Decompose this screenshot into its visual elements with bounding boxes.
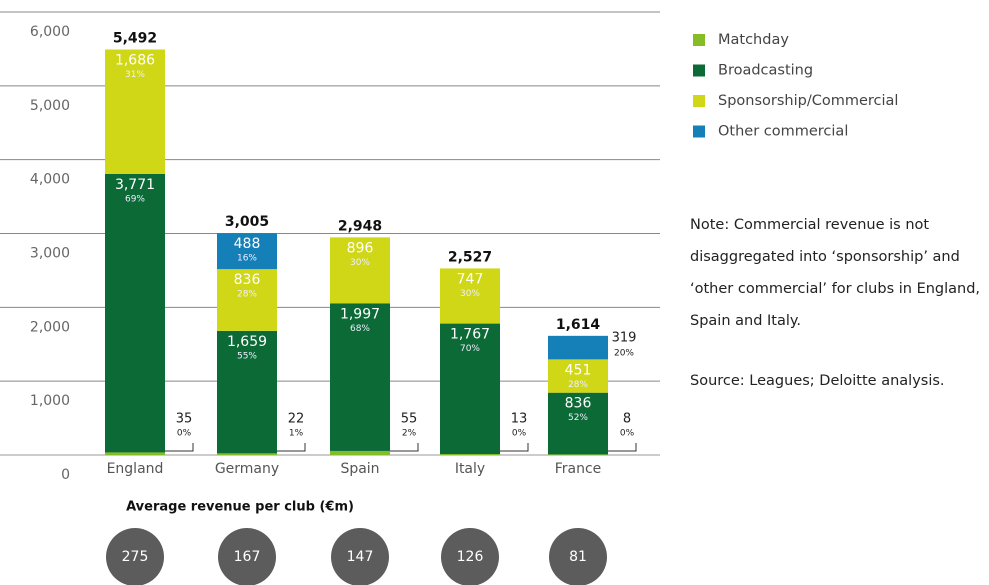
share-label: 0% — [512, 429, 527, 439]
share-label: 69% — [125, 194, 145, 204]
share-label: 1% — [289, 429, 304, 439]
average-circle — [218, 528, 276, 585]
average-circle — [331, 528, 389, 585]
legend-swatch — [693, 64, 705, 77]
value-label: 3,771 — [115, 177, 155, 193]
value-label: 1,686 — [115, 53, 155, 69]
bar-segment — [217, 330, 277, 454]
x-tick-label: Italy — [455, 461, 485, 477]
value-label: 747 — [457, 271, 484, 287]
y-tick-label: 0 — [61, 467, 70, 483]
bar-segment — [330, 303, 390, 451]
leader-line — [500, 443, 529, 452]
bar-segment — [548, 454, 608, 455]
total-label: 2,948 — [338, 218, 382, 234]
average-circle — [441, 528, 499, 585]
value-label: 35 — [176, 412, 193, 427]
total-label: 2,527 — [448, 249, 492, 265]
source: Source: Leagues; Deloitte analysis. — [690, 373, 945, 389]
x-tick-label: England — [107, 461, 164, 477]
bar-segment — [440, 323, 500, 455]
share-label: 16% — [237, 254, 257, 264]
total-label: 1,614 — [556, 317, 601, 333]
share-label: 0% — [177, 429, 192, 439]
x-tick-label: Spain — [340, 461, 379, 477]
value-label: 8 — [623, 412, 631, 427]
leader-line — [277, 443, 306, 452]
legend-label: Other commercial — [718, 124, 848, 140]
legend-label: Broadcasting — [718, 63, 813, 79]
bar-segment — [440, 268, 500, 324]
legend-swatch — [693, 125, 705, 138]
x-tick-label: Germany — [215, 461, 279, 477]
legend-label: Matchday — [718, 32, 789, 48]
share-label: 28% — [237, 290, 257, 300]
bar-segment — [440, 454, 500, 455]
y-tick-label: 6,000 — [30, 24, 70, 40]
share-label: 55% — [237, 351, 257, 361]
value-label: 1,659 — [227, 334, 267, 350]
bar-segment — [105, 173, 165, 453]
average-label: 126 — [457, 549, 484, 565]
average-title: Average revenue per club (€m) — [126, 500, 354, 515]
bar-segment — [105, 452, 165, 455]
average-circle — [106, 528, 164, 585]
value-label: 319 — [612, 330, 637, 345]
value-label: 836 — [234, 272, 261, 288]
average-label: 275 — [122, 549, 149, 565]
y-tick-label: 3,000 — [30, 246, 70, 262]
leader-line — [165, 443, 194, 452]
bar-segment — [548, 392, 608, 455]
share-label: 28% — [568, 380, 588, 390]
legend-label: Sponsorship/Commercial — [718, 93, 898, 109]
value-label: 1,997 — [340, 306, 380, 322]
share-label: 52% — [568, 413, 588, 423]
value-label: 22 — [288, 412, 305, 427]
share-label: 31% — [125, 70, 145, 80]
bar-segment — [217, 233, 277, 270]
share-label: 70% — [460, 344, 480, 354]
y-tick-label: 5,000 — [30, 98, 70, 114]
value-label: 1,767 — [450, 327, 490, 343]
bar-segment — [217, 453, 277, 455]
average-label: 147 — [347, 549, 374, 565]
share-label: 30% — [460, 289, 480, 299]
value-label: 836 — [565, 396, 592, 412]
y-tick-label: 1,000 — [30, 393, 70, 409]
share-label: 30% — [350, 258, 370, 268]
bar-segment — [548, 335, 608, 360]
value-label: 55 — [401, 412, 418, 427]
y-tick-label: 2,000 — [30, 319, 70, 335]
bar-segment — [105, 49, 165, 174]
total-label: 5,492 — [113, 31, 157, 47]
average-label: 81 — [569, 549, 587, 565]
share-label: 20% — [614, 348, 634, 358]
value-label: 896 — [347, 240, 374, 256]
share-label: 0% — [620, 429, 635, 439]
value-label: 13 — [511, 412, 528, 427]
value-label: 488 — [234, 236, 261, 252]
bar-segment — [330, 450, 390, 455]
bar-segment — [548, 359, 608, 393]
x-tick-label: France — [555, 461, 602, 477]
total-label: 3,005 — [225, 214, 269, 230]
share-label: 2% — [402, 429, 417, 439]
bar-segment — [330, 237, 390, 304]
leader-line — [390, 443, 419, 452]
value-label: 451 — [565, 362, 592, 378]
legend-swatch — [693, 95, 705, 107]
note: Note: Commercial revenue is not disaggre… — [690, 217, 981, 329]
legend-swatch — [693, 34, 705, 46]
share-label: 68% — [350, 324, 370, 334]
bar-segment — [217, 269, 277, 331]
y-tick-label: 4,000 — [30, 172, 70, 188]
leader-line — [608, 443, 637, 452]
average-circle — [549, 528, 607, 585]
average-label: 167 — [234, 549, 261, 565]
